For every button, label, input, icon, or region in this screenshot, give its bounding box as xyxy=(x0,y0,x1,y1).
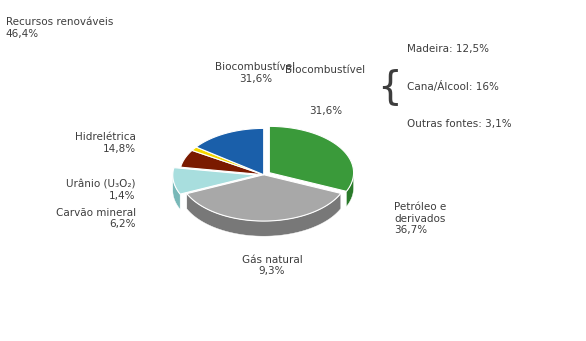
Text: Recursos renováveis
46,4%: Recursos renováveis 46,4% xyxy=(6,17,113,39)
Polygon shape xyxy=(173,176,180,209)
Polygon shape xyxy=(346,173,353,207)
Text: Petróleo e
derivados
36,7%: Petróleo e derivados 36,7% xyxy=(394,202,447,235)
Polygon shape xyxy=(187,175,341,221)
Text: 31,6%: 31,6% xyxy=(309,106,342,116)
Text: Urânio (U₃O₂)
1,4%: Urânio (U₃O₂) 1,4% xyxy=(66,179,136,201)
Text: Madeira: 12,5%: Madeira: 12,5% xyxy=(407,44,489,55)
Polygon shape xyxy=(187,193,341,236)
Polygon shape xyxy=(173,168,257,194)
Text: Biocombustível: Biocombustível xyxy=(285,65,365,75)
Polygon shape xyxy=(270,127,353,191)
Text: Hidrelétrica
14,8%: Hidrelétrica 14,8% xyxy=(75,132,136,153)
Text: Carvão mineral
6,2%: Carvão mineral 6,2% xyxy=(56,208,136,229)
Polygon shape xyxy=(180,150,264,175)
Text: Biocombustível
31,6%: Biocombustível 31,6% xyxy=(215,62,295,84)
Text: Outras fontes: 3,1%: Outras fontes: 3,1% xyxy=(407,119,512,130)
Text: Gás natural
9,3%: Gás natural 9,3% xyxy=(242,255,302,276)
Polygon shape xyxy=(192,147,264,175)
Polygon shape xyxy=(196,128,264,175)
Text: {: { xyxy=(377,68,401,106)
Text: Cana/Álcool: 16%: Cana/Álcool: 16% xyxy=(407,81,499,92)
